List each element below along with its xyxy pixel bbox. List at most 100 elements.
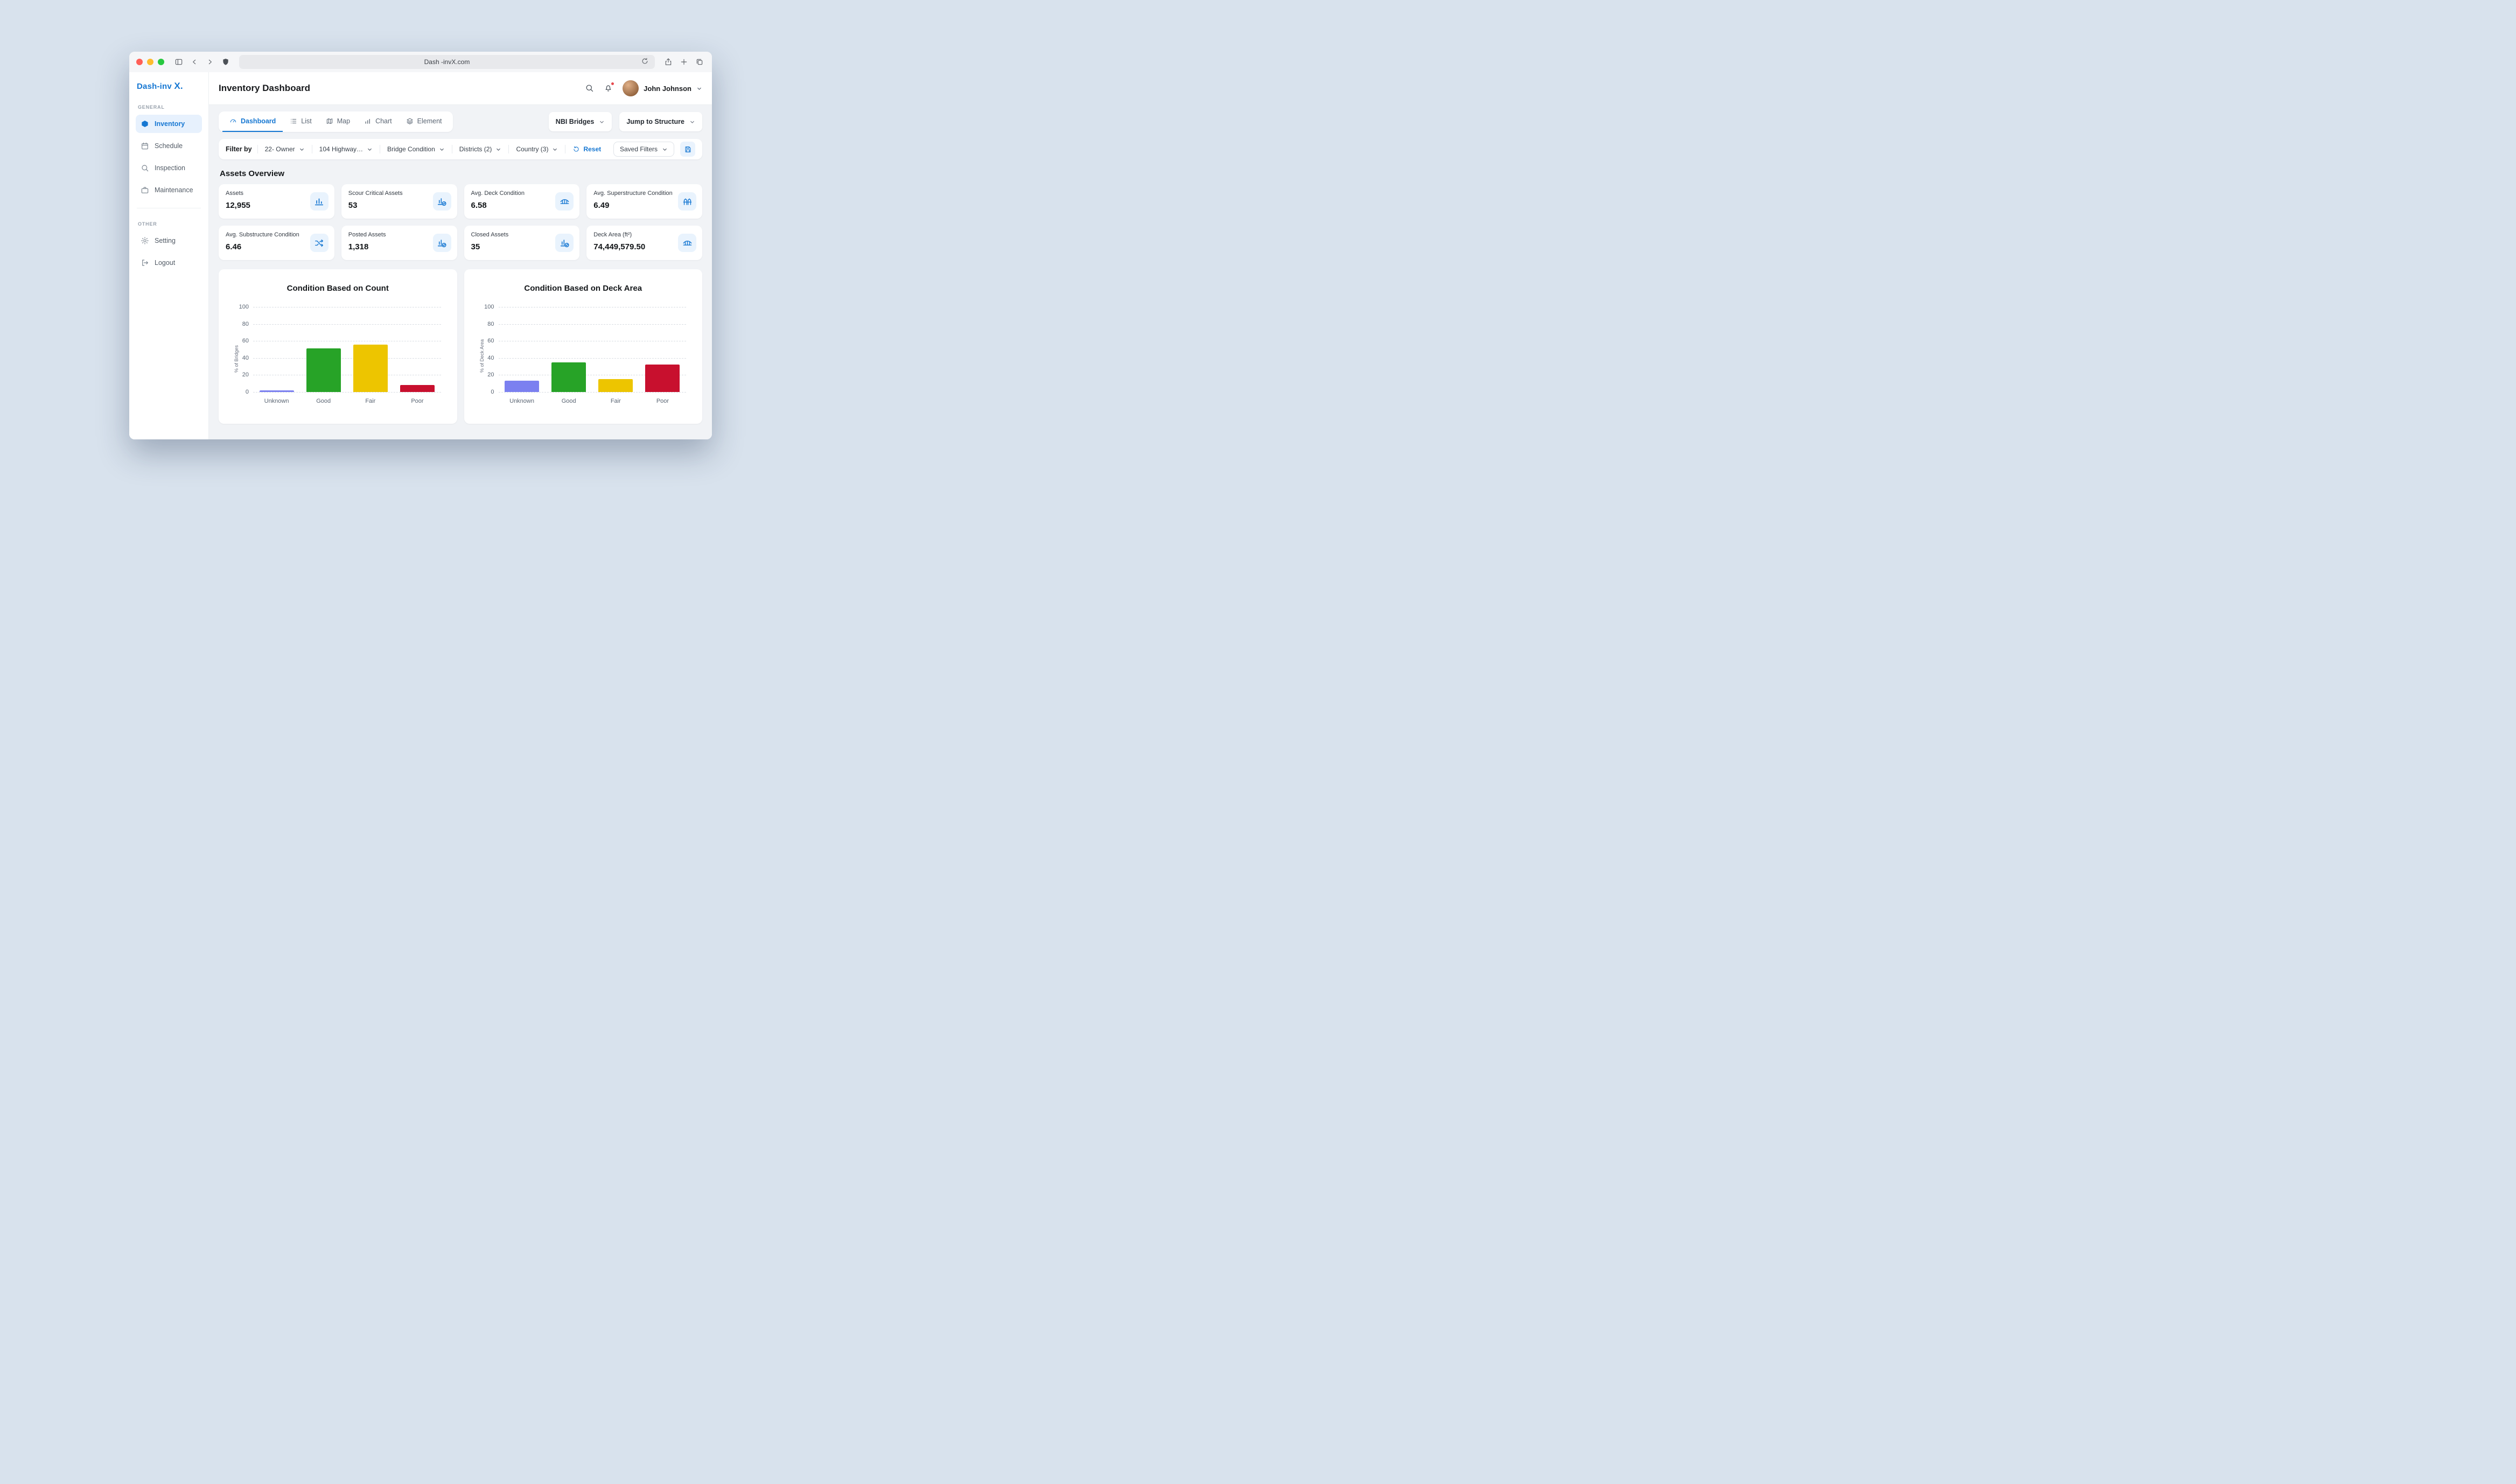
- gridline: [253, 392, 441, 393]
- search-icon[interactable]: [585, 83, 595, 93]
- y-tick-label: 40: [242, 354, 249, 361]
- stat-label: Closed Assets: [471, 232, 509, 238]
- filter-bar: Filter by 22- Owner 104 Highway…: [219, 139, 702, 159]
- tab-label: Dashboard: [241, 117, 276, 125]
- map-icon: [326, 117, 333, 125]
- browser-sidebar-toggle-icon[interactable]: [173, 57, 184, 67]
- filter-districts-dropdown[interactable]: Districts (2): [452, 145, 509, 153]
- stat-value: 12,955: [226, 201, 250, 210]
- sidebar-item-label: Inspection: [155, 164, 185, 172]
- new-tab-icon[interactable]: [679, 57, 689, 67]
- stat-value: 53: [348, 201, 358, 210]
- share-icon[interactable]: [663, 57, 674, 67]
- stat-value: 35: [471, 242, 480, 251]
- x-tick-label: Fair: [365, 398, 376, 404]
- logout-icon: [141, 258, 149, 267]
- reset-filters-button[interactable]: Reset: [565, 145, 608, 153]
- tab-chart[interactable]: Chart: [357, 111, 399, 132]
- bar-poor: [645, 365, 680, 392]
- bar-unknown: [259, 390, 294, 392]
- gridline: [498, 324, 686, 325]
- y-tick-label: 60: [242, 338, 249, 345]
- list-icon: [290, 117, 297, 125]
- chevron-down-icon: [299, 146, 305, 152]
- sidebar-item-label: Schedule: [155, 142, 183, 150]
- user-name: John Johnson: [644, 84, 691, 93]
- sidebar: Dash-inv X. GENERAL Inventory Schedule: [129, 72, 209, 439]
- dataset-dropdown[interactable]: NBI Bridges: [548, 112, 612, 131]
- jump-to-structure-dropdown[interactable]: Jump to Structure: [619, 112, 702, 131]
- x-tick-label: Poor: [656, 398, 669, 404]
- shuffle-icon: [310, 234, 329, 252]
- sidebar-item-label: Logout: [155, 259, 176, 267]
- stat-value: 6.49: [593, 201, 610, 210]
- back-icon[interactable]: [189, 57, 200, 67]
- calendar-icon: [141, 142, 149, 150]
- sidebar-item-label: Maintenance: [155, 186, 193, 194]
- sidebar-section-general: GENERAL: [138, 104, 165, 110]
- save-floppy-icon: [685, 146, 690, 152]
- sidebar-item-maintenance[interactable]: Maintenance: [136, 181, 202, 199]
- sidebar-item-logout[interactable]: Logout: [136, 254, 202, 272]
- close-window-button[interactable]: [136, 59, 143, 65]
- dashboard-content: Dashboard List: [209, 105, 712, 439]
- chevron-down-icon: [495, 146, 501, 152]
- sidebar-item-inspection[interactable]: Inspection: [136, 159, 202, 177]
- gauge-icon: [229, 117, 237, 125]
- chart-title: Condition Based on Deck Area: [524, 284, 642, 293]
- assets-overview-title: Assets Overview: [220, 169, 285, 178]
- main-area: Inventory Dashboard John Johnson: [209, 72, 712, 439]
- forward-icon[interactable]: [205, 57, 215, 67]
- plot-area: [498, 307, 686, 393]
- stat-card-deck-area: Deck Area (ft²) 74,449,579.50: [586, 226, 702, 260]
- filter-country-dropdown[interactable]: Country (3): [509, 145, 565, 153]
- gear-icon: [141, 236, 149, 245]
- sidebar-item-inventory[interactable]: Inventory: [136, 115, 202, 133]
- bar-chart-condition-count: % of Bridges Unknown Good Fair Poor 0 20 40 60…: [227, 304, 449, 412]
- y-tick-label: 20: [242, 372, 249, 379]
- filter-owner-dropdown[interactable]: 22- Owner: [258, 145, 312, 153]
- stat-card-avg-deck-condition: Avg. Deck Condition 6.58: [464, 184, 580, 219]
- chevron-down-icon: [599, 119, 605, 125]
- tab-map[interactable]: Map: [319, 111, 357, 132]
- saved-filters-label: Saved Filters: [619, 145, 658, 153]
- y-tick-label: 100: [239, 304, 249, 310]
- refresh-icon[interactable]: [641, 57, 651, 67]
- stat-label: Avg. Superstructure Condition: [593, 190, 673, 197]
- x-labels: Unknown Good Fair Poor: [253, 398, 441, 404]
- page-title: Inventory Dashboard: [219, 83, 311, 93]
- layers-icon: [406, 117, 414, 125]
- x-tick-label: Unknown: [509, 398, 534, 404]
- saved-filters-dropdown[interactable]: Saved Filters: [613, 142, 674, 157]
- x-tick-label: Unknown: [264, 398, 289, 404]
- filter-by-label: Filter by: [226, 145, 252, 153]
- sidebar-item-setting[interactable]: Setting: [136, 232, 202, 250]
- chevron-down-icon: [662, 146, 668, 152]
- tab-overview-icon[interactable]: [694, 57, 705, 67]
- logo-mark: X.: [174, 81, 183, 91]
- sidebar-item-schedule[interactable]: Schedule: [136, 137, 202, 155]
- stat-label: Avg. Substructure Condition: [226, 232, 299, 238]
- browser-window: Dash -invX.com Dash-inv X.: [129, 52, 712, 439]
- zoom-window-button[interactable]: [158, 59, 164, 65]
- notifications-bell-icon[interactable]: [604, 82, 615, 93]
- tab-dashboard[interactable]: Dashboard: [222, 111, 283, 132]
- bar-chart-condition-deck-area: % of Deck Area Unknown Good Fair Poor 0 20 40…: [473, 304, 694, 412]
- filter-dropdown-label: 104 Highway…: [319, 145, 364, 153]
- address-bar[interactable]: Dash -invX.com: [239, 55, 655, 69]
- chevron-down-icon: [552, 146, 558, 152]
- y-tick-label: 0: [491, 389, 494, 395]
- filter-bridge-condition-dropdown[interactable]: Bridge Condition: [380, 145, 452, 153]
- stat-label: Deck Area (ft²): [593, 232, 632, 238]
- app-logo: Dash-inv X.: [136, 80, 202, 92]
- save-filter-button[interactable]: [680, 142, 695, 157]
- tab-list[interactable]: List: [283, 111, 318, 132]
- minimize-window-button[interactable]: [147, 59, 153, 65]
- user-menu[interactable]: John Johnson: [623, 80, 702, 96]
- sidebar-item-label: Inventory: [155, 120, 185, 128]
- stat-card-posted-assets: Posted Assets 1,318: [341, 226, 457, 260]
- tab-element[interactable]: Element: [399, 111, 449, 132]
- jump-to-structure-label: Jump to Structure: [626, 118, 684, 125]
- filter-highway-dropdown[interactable]: 104 Highway…: [312, 145, 380, 153]
- x-labels: Unknown Good Fair Poor: [499, 398, 687, 404]
